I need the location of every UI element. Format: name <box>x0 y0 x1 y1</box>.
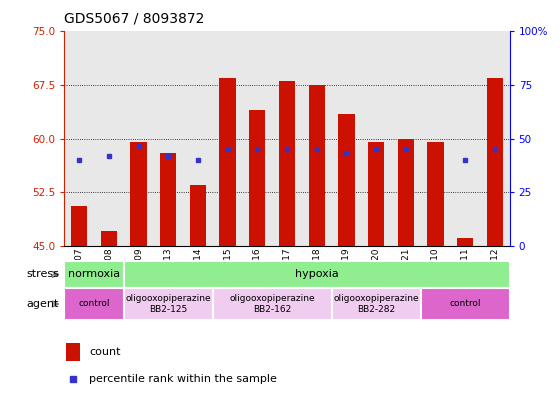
Bar <box>457 239 473 246</box>
Text: oligooxopiperazine
BB2-125: oligooxopiperazine BB2-125 <box>125 294 211 314</box>
Bar <box>279 81 295 246</box>
Text: control: control <box>78 299 110 309</box>
Bar <box>368 142 384 246</box>
Bar <box>64 261 124 288</box>
Text: agent: agent <box>26 299 59 309</box>
Bar <box>64 288 124 320</box>
Bar <box>124 261 510 288</box>
Text: normoxia: normoxia <box>68 269 120 279</box>
Bar <box>487 78 503 246</box>
Bar <box>101 231 117 246</box>
Text: GDS5067 / 8093872: GDS5067 / 8093872 <box>64 11 205 26</box>
Bar <box>332 288 421 320</box>
Bar <box>398 138 414 246</box>
Text: percentile rank within the sample: percentile rank within the sample <box>89 374 277 384</box>
Bar <box>427 142 444 246</box>
Bar <box>124 288 213 320</box>
Text: oligooxopiperazine
BB2-162: oligooxopiperazine BB2-162 <box>230 294 315 314</box>
Bar <box>66 343 80 361</box>
Bar <box>249 110 265 246</box>
Bar <box>421 288 510 320</box>
Text: stress: stress <box>26 269 59 279</box>
Bar <box>220 78 236 246</box>
Bar <box>190 185 206 246</box>
Bar <box>213 288 332 320</box>
Bar <box>160 153 176 246</box>
Text: oligooxopiperazine
BB2-282: oligooxopiperazine BB2-282 <box>333 294 419 314</box>
Bar <box>338 114 354 246</box>
Bar <box>71 206 87 246</box>
Bar <box>309 85 325 246</box>
Text: control: control <box>449 299 481 309</box>
Bar <box>130 142 147 246</box>
Text: hypoxia: hypoxia <box>295 269 339 279</box>
Text: count: count <box>89 347 121 357</box>
